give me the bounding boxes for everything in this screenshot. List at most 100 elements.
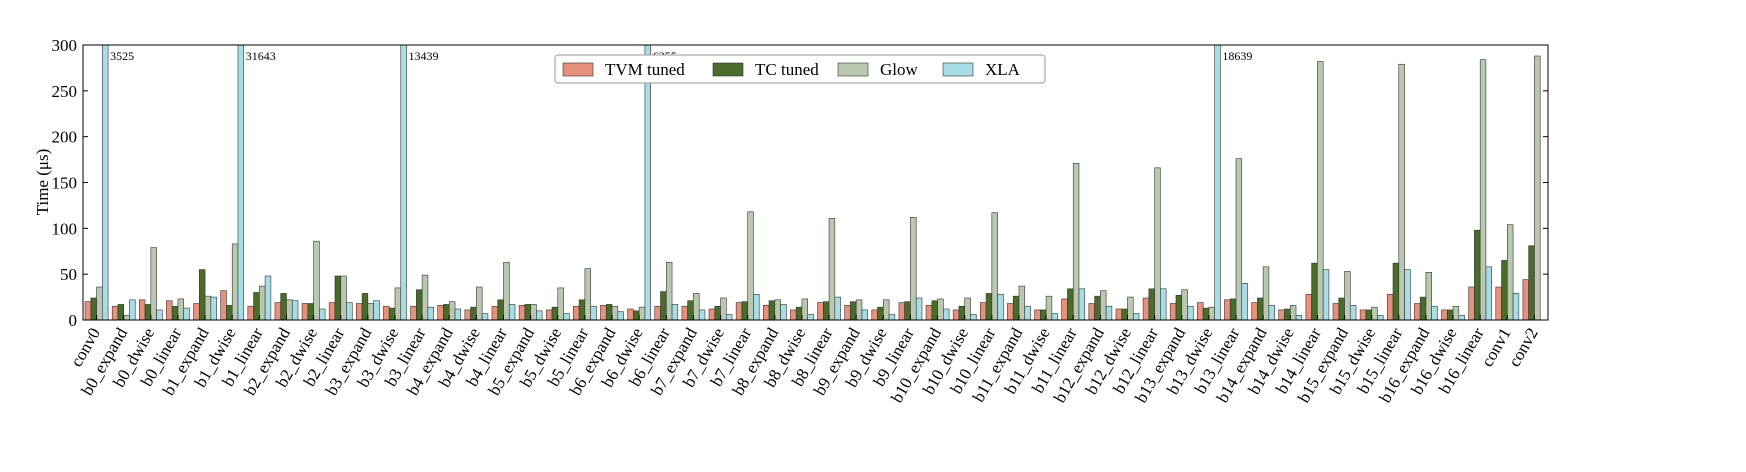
bar <box>943 308 950 320</box>
bar <box>508 304 516 320</box>
bar <box>443 304 450 320</box>
bar <box>1344 271 1351 320</box>
bar <box>834 296 841 320</box>
legend-swatch <box>712 62 744 77</box>
bar <box>1458 315 1465 320</box>
bar <box>150 247 157 320</box>
bar <box>1474 229 1481 320</box>
bar <box>1332 303 1340 320</box>
bar <box>964 297 971 320</box>
bar <box>530 304 537 320</box>
bar <box>193 303 200 320</box>
bar <box>518 305 526 320</box>
bar <box>237 45 245 320</box>
bar <box>780 304 787 320</box>
bar <box>156 309 163 320</box>
bar <box>910 217 917 320</box>
bar <box>1034 309 1041 320</box>
bar <box>1187 305 1194 320</box>
bar <box>888 314 896 320</box>
bar <box>693 293 700 320</box>
legend-label: XLA <box>985 60 1021 79</box>
bar <box>1317 61 1324 320</box>
legend-label: Glow <box>880 60 919 79</box>
bar <box>714 305 721 320</box>
bar <box>346 302 353 320</box>
bar <box>1425 272 1432 320</box>
bar <box>937 298 944 320</box>
bar <box>1392 262 1400 320</box>
bar <box>1181 289 1188 320</box>
bar <box>1485 266 1493 320</box>
bar <box>633 310 640 320</box>
bar <box>313 240 320 320</box>
bar <box>1045 295 1053 320</box>
bar <box>1479 59 1487 320</box>
bars <box>84 45 1541 320</box>
bar <box>1528 245 1535 320</box>
bar <box>1148 288 1155 320</box>
y-tick-label: 300 <box>52 36 78 55</box>
bar <box>280 293 287 320</box>
bar <box>1534 55 1541 320</box>
bar <box>220 290 227 320</box>
bar <box>1289 305 1297 320</box>
legend: TVM tuned TC tuned Glow XLA <box>554 54 1046 84</box>
bar <box>980 302 987 320</box>
bar <box>373 300 380 320</box>
bar <box>470 306 477 320</box>
bar <box>437 305 444 320</box>
bar <box>660 291 667 320</box>
bar <box>1051 313 1058 320</box>
legend-label: TVM tuned <box>605 60 685 79</box>
bar <box>877 306 884 320</box>
bar <box>611 305 619 320</box>
bar <box>123 315 130 320</box>
bar <box>970 314 977 320</box>
bar <box>1067 288 1074 320</box>
bar <box>491 305 499 320</box>
bar <box>144 304 152 320</box>
bar <box>400 45 407 320</box>
bar <box>600 305 607 320</box>
bar <box>356 303 363 320</box>
bar <box>90 297 97 320</box>
y-axis-label: Time (μs) <box>33 149 52 216</box>
bar <box>464 309 471 320</box>
bar <box>1202 307 1210 320</box>
bar <box>817 302 824 320</box>
bar <box>454 308 462 320</box>
bar <box>952 309 960 320</box>
bar <box>915 297 923 320</box>
bar <box>861 309 869 320</box>
bar <box>545 309 553 320</box>
bar <box>605 304 613 320</box>
bar <box>340 275 347 320</box>
bar <box>177 298 185 320</box>
bar <box>421 274 429 320</box>
bar <box>1229 298 1237 320</box>
bar <box>1127 296 1134 320</box>
bar <box>367 303 374 320</box>
bar <box>1251 302 1258 320</box>
bar <box>129 299 136 320</box>
bar <box>1305 294 1312 320</box>
bar <box>774 299 781 320</box>
bar <box>1512 293 1520 320</box>
bar <box>1419 296 1427 320</box>
overflow-label: 18639 <box>1222 49 1252 63</box>
bar <box>1284 308 1291 320</box>
bar <box>850 301 857 320</box>
bar <box>427 306 434 320</box>
bar <box>573 305 580 320</box>
bar <box>762 305 770 320</box>
bar <box>388 307 396 320</box>
bar <box>1495 286 1502 320</box>
bar <box>1088 303 1095 320</box>
bar <box>1154 167 1161 320</box>
bar <box>1441 309 1448 320</box>
bar <box>1338 297 1345 320</box>
bar <box>1262 266 1270 320</box>
bar <box>590 305 597 320</box>
